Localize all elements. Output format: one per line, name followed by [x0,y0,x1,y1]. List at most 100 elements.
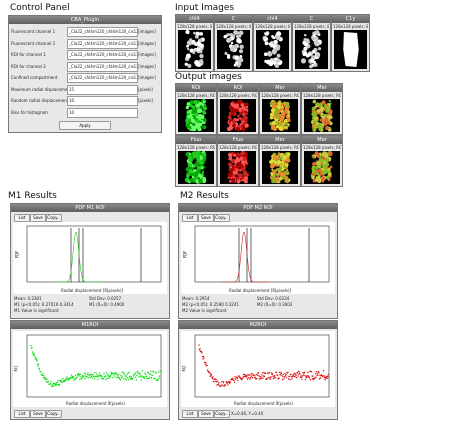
image-blob [235,34,240,39]
image-blob [229,179,232,183]
field-input[interactable]: _Cla22_chl4m120_chl4m120_cis120_chl4.tif [67,38,138,49]
plot-button[interactable]: List [14,410,30,418]
plot-button[interactable]: List [182,410,198,418]
curve-point [34,356,36,358]
field-input[interactable]: _Cla22_chl4m120_chl4m120_cis120_chl4.tif [67,61,138,72]
apply-button[interactable]: Apply [59,121,111,130]
curve-point [323,376,326,379]
plot-button[interactable]: List [14,214,30,222]
plot-button[interactable]: Copy... [214,214,230,222]
curve-point [105,372,108,374]
image-content [256,30,289,69]
curve-point [302,374,305,376]
curve-point [315,376,317,378]
curve-point [222,382,225,384]
curve-point [260,375,262,378]
curve-point [282,373,285,376]
curve-point [86,373,89,376]
curve-point [276,374,279,377]
plot-button[interactable]: List [182,214,198,222]
statistic: M1 (p<0.05): 0.27010 0.3414 [14,302,74,307]
curve-point [33,354,36,357]
curve-point [37,363,40,366]
image-blob [286,118,291,123]
curve-point [60,379,62,381]
image-blob [321,115,324,119]
image-blob [191,110,196,115]
image-blob [240,125,243,129]
curve-point [93,378,96,380]
plot-button[interactable]: Save [198,410,214,418]
image-blob [230,110,235,115]
curve-point [145,375,148,377]
curve-point [149,376,151,379]
curve-point [40,373,43,376]
curve-point [287,378,290,380]
x-axis-label: Radial displacement δ(pixels) [234,401,293,406]
curve-point [141,375,143,378]
plot-button[interactable]: Save [30,410,46,418]
curve-point [62,378,64,380]
curve-point [36,363,39,366]
plot-button[interactable]: Copy... [46,410,62,418]
curve-point [280,372,283,375]
curve-point [267,372,270,375]
field-input[interactable]: _Cla22_chl4m120_chl4m120_cis120_chl4.tif [67,27,138,37]
curve-window: M2ROI M2 Radial displacement δ(pixels) List… [178,320,338,420]
curve-point [106,377,108,380]
image-blob [231,177,236,183]
field-input[interactable]: 10 [67,96,138,106]
plot-button[interactable]: Save [198,214,214,222]
image-blob [302,52,307,57]
curve-point [109,375,112,377]
image-blob [233,108,239,113]
curve-point [45,381,47,383]
curve-point [291,378,293,380]
image-blob [238,30,244,36]
image-blob [190,118,196,124]
curve-point [235,378,237,380]
field-input[interactable]: 10 [67,107,138,118]
curve-point [73,379,76,381]
image-window: ROI 128x128 pixels; RGB [175,83,217,135]
field-input[interactable]: _Cla22_chl4m120_chl4m120_cis120_chl4.tif [67,50,138,60]
curve-point [201,352,203,354]
curve-point [243,373,246,376]
plot-button[interactable]: Copy... [46,214,62,222]
image-blob [311,126,315,129]
plot-button[interactable]: Copy... [214,410,230,418]
field-input[interactable]: _Cla22_chl4m120_chl4m120_cis120_chl4.tif [67,73,138,83]
curve-point [293,372,296,375]
curve-point [138,376,140,378]
image-blob [202,106,208,111]
curve-point [210,374,213,376]
statistic: M2 (p<0.05): 0.2590 0.3241 [182,302,240,307]
image-info: 128x128 pixels; RGB [261,145,299,150]
curve-point [211,377,214,380]
curve-plot [181,331,335,407]
image-blob [202,100,206,104]
field-input[interactable]: 15 [67,84,138,95]
control-panel-window: CBA_Plugin Fluorescent channel 1 _Cla22_ch… [8,15,162,133]
image-blob [274,107,279,112]
curve-point [134,372,136,375]
image-blob [278,171,282,175]
image-info: 128x128 pixels; 8-bit [216,24,251,29]
curve-point [214,381,216,383]
image-blob [191,105,196,109]
image-blob [315,118,318,121]
curve-point [299,373,301,375]
field-label: Maximum radial displacement [pixels] [11,86,67,92]
image-blob [197,169,201,173]
image-blob [186,44,189,48]
image-blob [241,160,246,165]
curve-point [41,374,44,377]
y-axis-label: PDF [182,250,188,259]
plot-button[interactable]: Save [30,214,46,222]
image-blob [188,158,193,163]
curve-point [323,375,325,377]
image-blob [305,53,310,58]
curve-point [288,375,291,378]
image-blob [185,30,190,35]
